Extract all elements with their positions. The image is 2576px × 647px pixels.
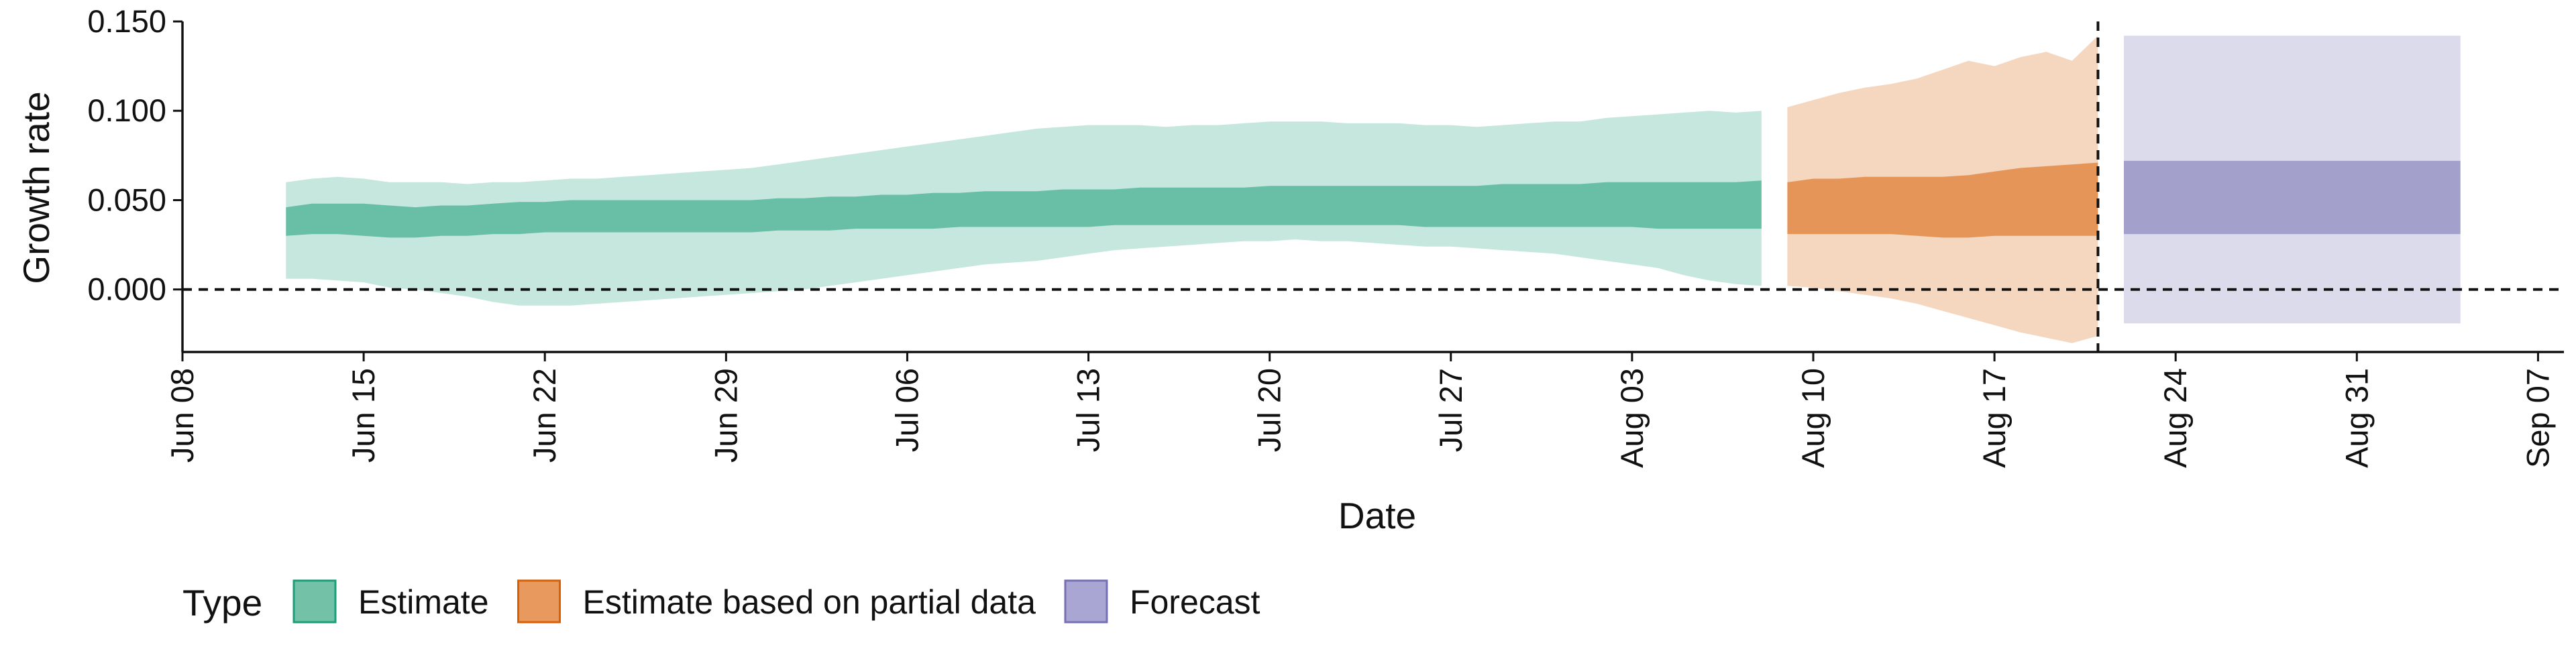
legend-label-forecast: Forecast [1130, 583, 1260, 621]
x-tick-label: Jul 13 [1071, 368, 1106, 452]
x-tick-label: Aug 24 [2157, 368, 2193, 468]
legend-key-estimate [292, 579, 337, 624]
y-tick-label: 0.150 [87, 3, 166, 39]
x-tick-label: Jun 08 [164, 368, 200, 463]
legend-label-estimate: Estimate [358, 583, 489, 621]
x-tick-label: Aug 10 [1795, 368, 1831, 468]
y-axis-title: Growth rate [15, 91, 57, 284]
x-tick-label: Jul 27 [1433, 368, 1468, 452]
x-tick-label: Sep 07 [2520, 368, 2555, 468]
legend-label-estimate-based-on-partial-data: Estimate based on partial data [583, 583, 1036, 621]
legend-title: Type [182, 582, 262, 624]
estimate-50-interval [286, 180, 1762, 238]
legend-key-estimate-based-on-partial-data [517, 579, 561, 624]
legend: Type Estimate Estimate based on partial d… [182, 579, 1260, 624]
estimate-based-on-partial-data-50-interval [1787, 162, 2098, 238]
x-tick-label: Jun 29 [708, 368, 743, 463]
x-tick-label: Aug 03 [1614, 368, 1650, 468]
y-tick-label: 0.100 [87, 93, 166, 128]
x-tick-label: Jun 22 [527, 368, 562, 463]
x-tick-label: Aug 31 [2339, 368, 2374, 468]
x-tick-label: Aug 17 [1976, 368, 2012, 468]
axes-layer: 0.000 0.050 0.100 0.150 Jun 08 Jun 15 Jun 22 Ju… [87, 3, 2564, 468]
x-axis-title: Date [1338, 495, 1416, 536]
y-tick-label: 0.000 [87, 272, 166, 307]
legend-key-forecast [1064, 579, 1108, 624]
ribbon-layer [286, 36, 2461, 343]
reference-lines [182, 21, 2564, 352]
x-tick-label: Jul 06 [889, 368, 924, 452]
y-tick-label: 0.050 [87, 182, 166, 217]
x-tick-label: Jun 15 [345, 368, 381, 463]
forecast-50-interval [2124, 160, 2461, 235]
x-tick-label: Jul 20 [1252, 368, 1287, 452]
